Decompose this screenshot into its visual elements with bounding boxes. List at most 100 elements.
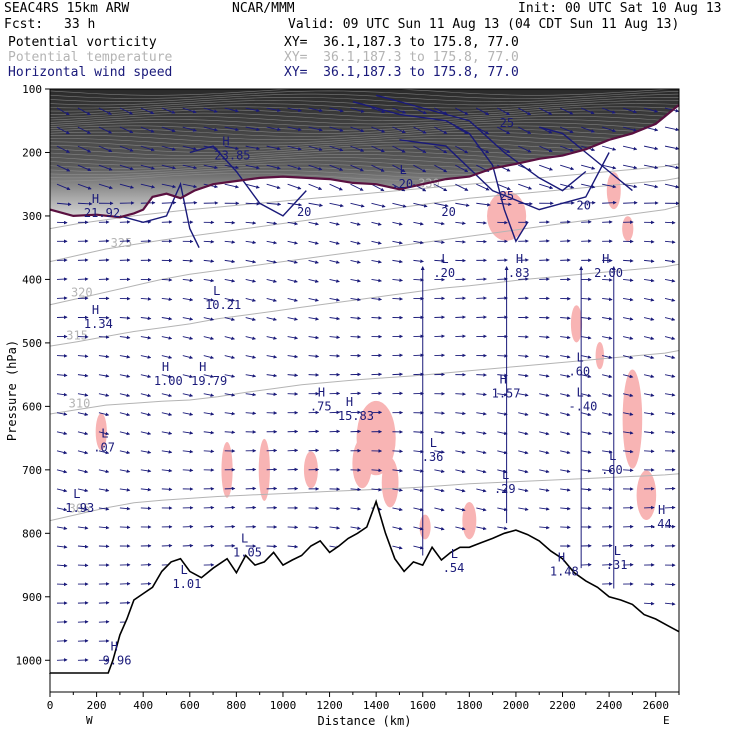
wind-vector [392,488,403,492]
wind-vector [560,316,571,320]
wind-speed-contour [119,181,200,249]
wind-vector [56,563,68,568]
wind-vector [413,507,424,512]
wind-vector [329,183,343,191]
y-tick-label: 700 [22,464,42,477]
wind-vector [182,164,198,170]
wind-vector [643,374,655,379]
extremum-value: .29 [494,482,516,496]
wind-vector [308,298,319,302]
wind-vector [161,468,173,473]
wind-vector [560,450,571,455]
wind-vector [434,107,448,115]
wind-vector [203,278,215,283]
wind-vector [119,316,131,320]
pv-contour [50,134,679,144]
theta-label: 310 [69,397,91,411]
pv-contour [50,141,679,150]
wind-vector [119,393,131,398]
wind-vector [539,525,550,530]
wind-vector [287,373,299,378]
wind-vector [581,374,592,379]
wind-vector [308,278,319,283]
wind-contour-label: 20 [576,199,590,213]
wind-vector [224,183,239,189]
wind-vector [476,221,487,225]
wind-vector [560,393,571,398]
wind-vector [434,469,445,473]
wind-vector [77,450,89,455]
wind-vector [182,126,197,132]
wind-vector [455,221,466,225]
wind-vector [643,278,655,283]
pv-contour [50,112,679,121]
wind-vector [182,145,197,151]
wind-vector [434,126,448,134]
wind-vector [98,393,110,397]
wind-vector [77,469,89,474]
wind-vector [287,278,298,283]
extremum-marker: L.20 [391,163,413,191]
extremum-value: 1.00 [154,374,183,388]
wind-vector [497,202,512,207]
wind-vector [518,107,532,116]
wind-vector [497,392,508,397]
wind-vector [203,412,215,416]
wind-vector [539,374,550,378]
wind-vector [602,336,613,340]
wind-vector [161,393,173,398]
x-tick-label: 1200 [316,699,343,712]
wind-vector [98,145,113,153]
extremum-marker: H19.79 [191,360,227,388]
wind-vector [664,336,676,341]
wind-vector [77,507,89,511]
wind-vector [350,316,362,321]
extremum-marker: L.60 [601,449,623,477]
wind-vector [581,164,596,170]
wind-vector [581,335,592,340]
wind-vector [413,430,425,434]
extremum-type: H [111,639,118,653]
wind-speed-contour [352,101,529,243]
wind-vector [329,298,340,302]
wind-vector [602,393,613,398]
wind-vector [161,126,176,133]
wind-vector [203,393,215,397]
pv-positive-region [352,438,372,489]
wind-vector [77,354,89,358]
wind-vector [119,450,131,455]
wind-vector [392,278,403,282]
wind-vector [161,164,177,170]
wind-vector [140,450,152,454]
wind-vector [308,164,323,171]
wind-vector [539,164,553,171]
wind-vector [140,431,152,436]
wind-vector [518,431,529,436]
wind-vector [98,431,110,436]
extremum-type: L [576,350,583,364]
extremum-type: L [180,563,187,577]
extremum-marker: H2.00 [594,252,623,280]
wind-vector [539,335,550,339]
wind-vector [224,240,236,244]
wind-vector [455,392,466,396]
pv-contour [50,93,679,103]
wind-vector [203,145,219,151]
wind-vector [539,393,550,397]
wind-vector [497,145,511,153]
wind-vector [308,525,320,530]
extremum-marker: L10.21 [205,284,241,312]
wind-vector [455,107,469,115]
wind-vector [308,145,323,151]
wind-vector [350,278,361,283]
wind-vector [518,393,529,397]
wind-vector [413,126,427,134]
wind-vector [539,107,553,115]
east-label: E [663,714,670,727]
y-tick-label: 200 [22,146,42,159]
wind-vector [434,526,445,531]
wind-vector [203,164,219,170]
west-label: W [86,714,93,727]
wind-vector [266,373,278,378]
wind-vector [140,297,152,301]
